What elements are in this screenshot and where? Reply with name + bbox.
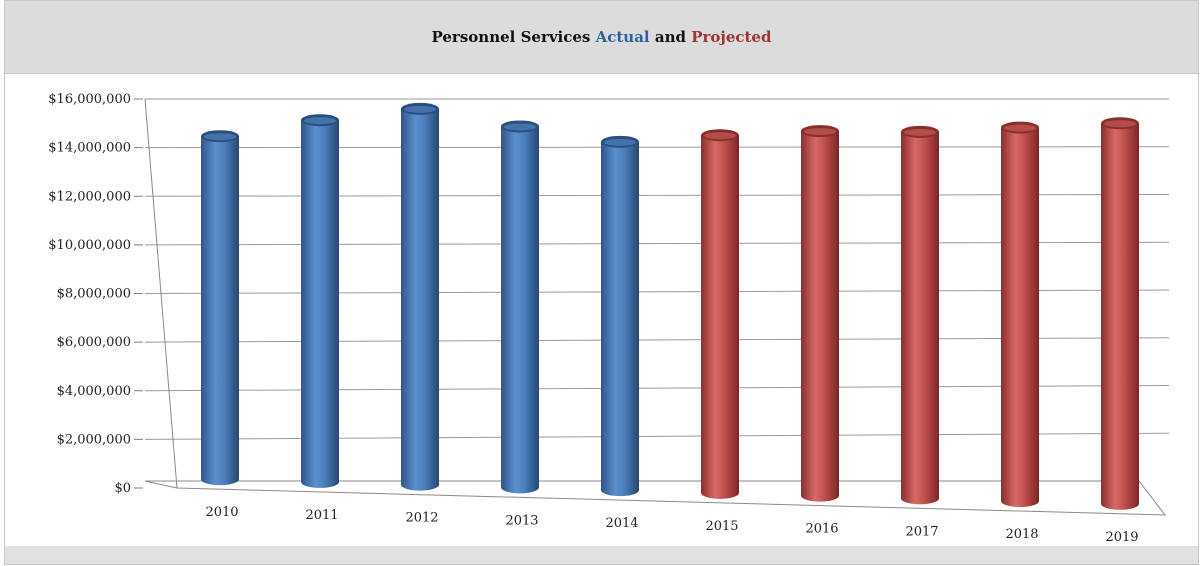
bar-top-highlight [704, 132, 736, 140]
chart-plot: $0 $2,000,000 $4,000,000 $6,000,000 $8,000,0… [48, 92, 1170, 545]
y-axis: $0 $2,000,000 $4,000,000 $6,000,000 $8,000,0… [48, 92, 143, 496]
bar-2013 [501, 120, 539, 494]
bar-2017 [901, 125, 939, 505]
bar-top-highlight [204, 133, 236, 141]
x-tick-label: 2018 [1005, 527, 1038, 542]
bar-body [1001, 127, 1039, 508]
bars [201, 102, 1139, 510]
y-tick-label: $10,000,000 [48, 238, 131, 253]
bar-body [401, 108, 439, 491]
bar-body [201, 136, 239, 486]
y-tick-label: $2,000,000 [57, 432, 131, 447]
bar-top-highlight [604, 138, 636, 146]
bar-2011 [301, 114, 339, 488]
x-axis: 2010 2011 2012 2013 2014 2015 2016 2017 2018 2019 [205, 505, 1138, 545]
bar-body [501, 126, 539, 494]
bar-2010 [201, 130, 239, 486]
y-tick-label: $0 [114, 481, 131, 496]
bar-top-highlight [504, 123, 536, 131]
x-tick-label: 2010 [205, 505, 238, 520]
bar-2018 [1001, 121, 1039, 508]
title-part-projected: Projected [691, 28, 772, 46]
y-tick-label: $16,000,000 [48, 92, 131, 107]
x-tick-label: 2019 [1105, 530, 1138, 545]
x-tick-label: 2015 [705, 519, 738, 534]
x-tick-label: 2014 [605, 516, 638, 531]
bar-body [701, 135, 739, 499]
bar-2015 [701, 129, 739, 499]
chart-title: Personnel Services Actual and Projected [5, 1, 1198, 74]
chart-footer-band [5, 546, 1198, 564]
right-edge-hidden [1139, 99, 1165, 515]
bar-top-highlight [904, 128, 936, 136]
x-tick-label: 2016 [805, 522, 838, 537]
bar-top-highlight [404, 105, 436, 113]
title-part-actual: Actual [595, 28, 650, 46]
y-tick-label: $8,000,000 [57, 287, 131, 302]
bar-body [1101, 123, 1139, 510]
bar-top-highlight [1104, 120, 1136, 128]
x-tick-label: 2011 [305, 508, 338, 523]
bar-body [901, 131, 939, 505]
bar-top-highlight [804, 128, 836, 136]
y-tick-label: $4,000,000 [57, 384, 131, 399]
back-wall-edge [144, 98, 178, 489]
title-part-prefix: Personnel Services [431, 28, 596, 46]
chart-frame: Personnel Services Actual and Projected … [4, 0, 1199, 565]
bar-top-highlight [1004, 124, 1036, 132]
x-tick-label: 2012 [405, 511, 438, 526]
title-part-and: and [649, 28, 692, 46]
bar-body [301, 120, 339, 488]
x-tick-label: 2017 [905, 524, 938, 539]
bar-2019 [1101, 117, 1139, 510]
bar-2014 [601, 135, 639, 497]
bar-body [601, 141, 639, 497]
bar-top-highlight [304, 117, 336, 125]
y-tick-label: $12,000,000 [48, 189, 131, 204]
bar-body [801, 131, 839, 502]
y-tick-label: $14,000,000 [48, 141, 131, 156]
bar-2016 [801, 125, 839, 502]
y-tick-label: $6,000,000 [57, 335, 131, 350]
x-tick-label: 2013 [505, 513, 538, 528]
bar-2012 [401, 102, 439, 491]
